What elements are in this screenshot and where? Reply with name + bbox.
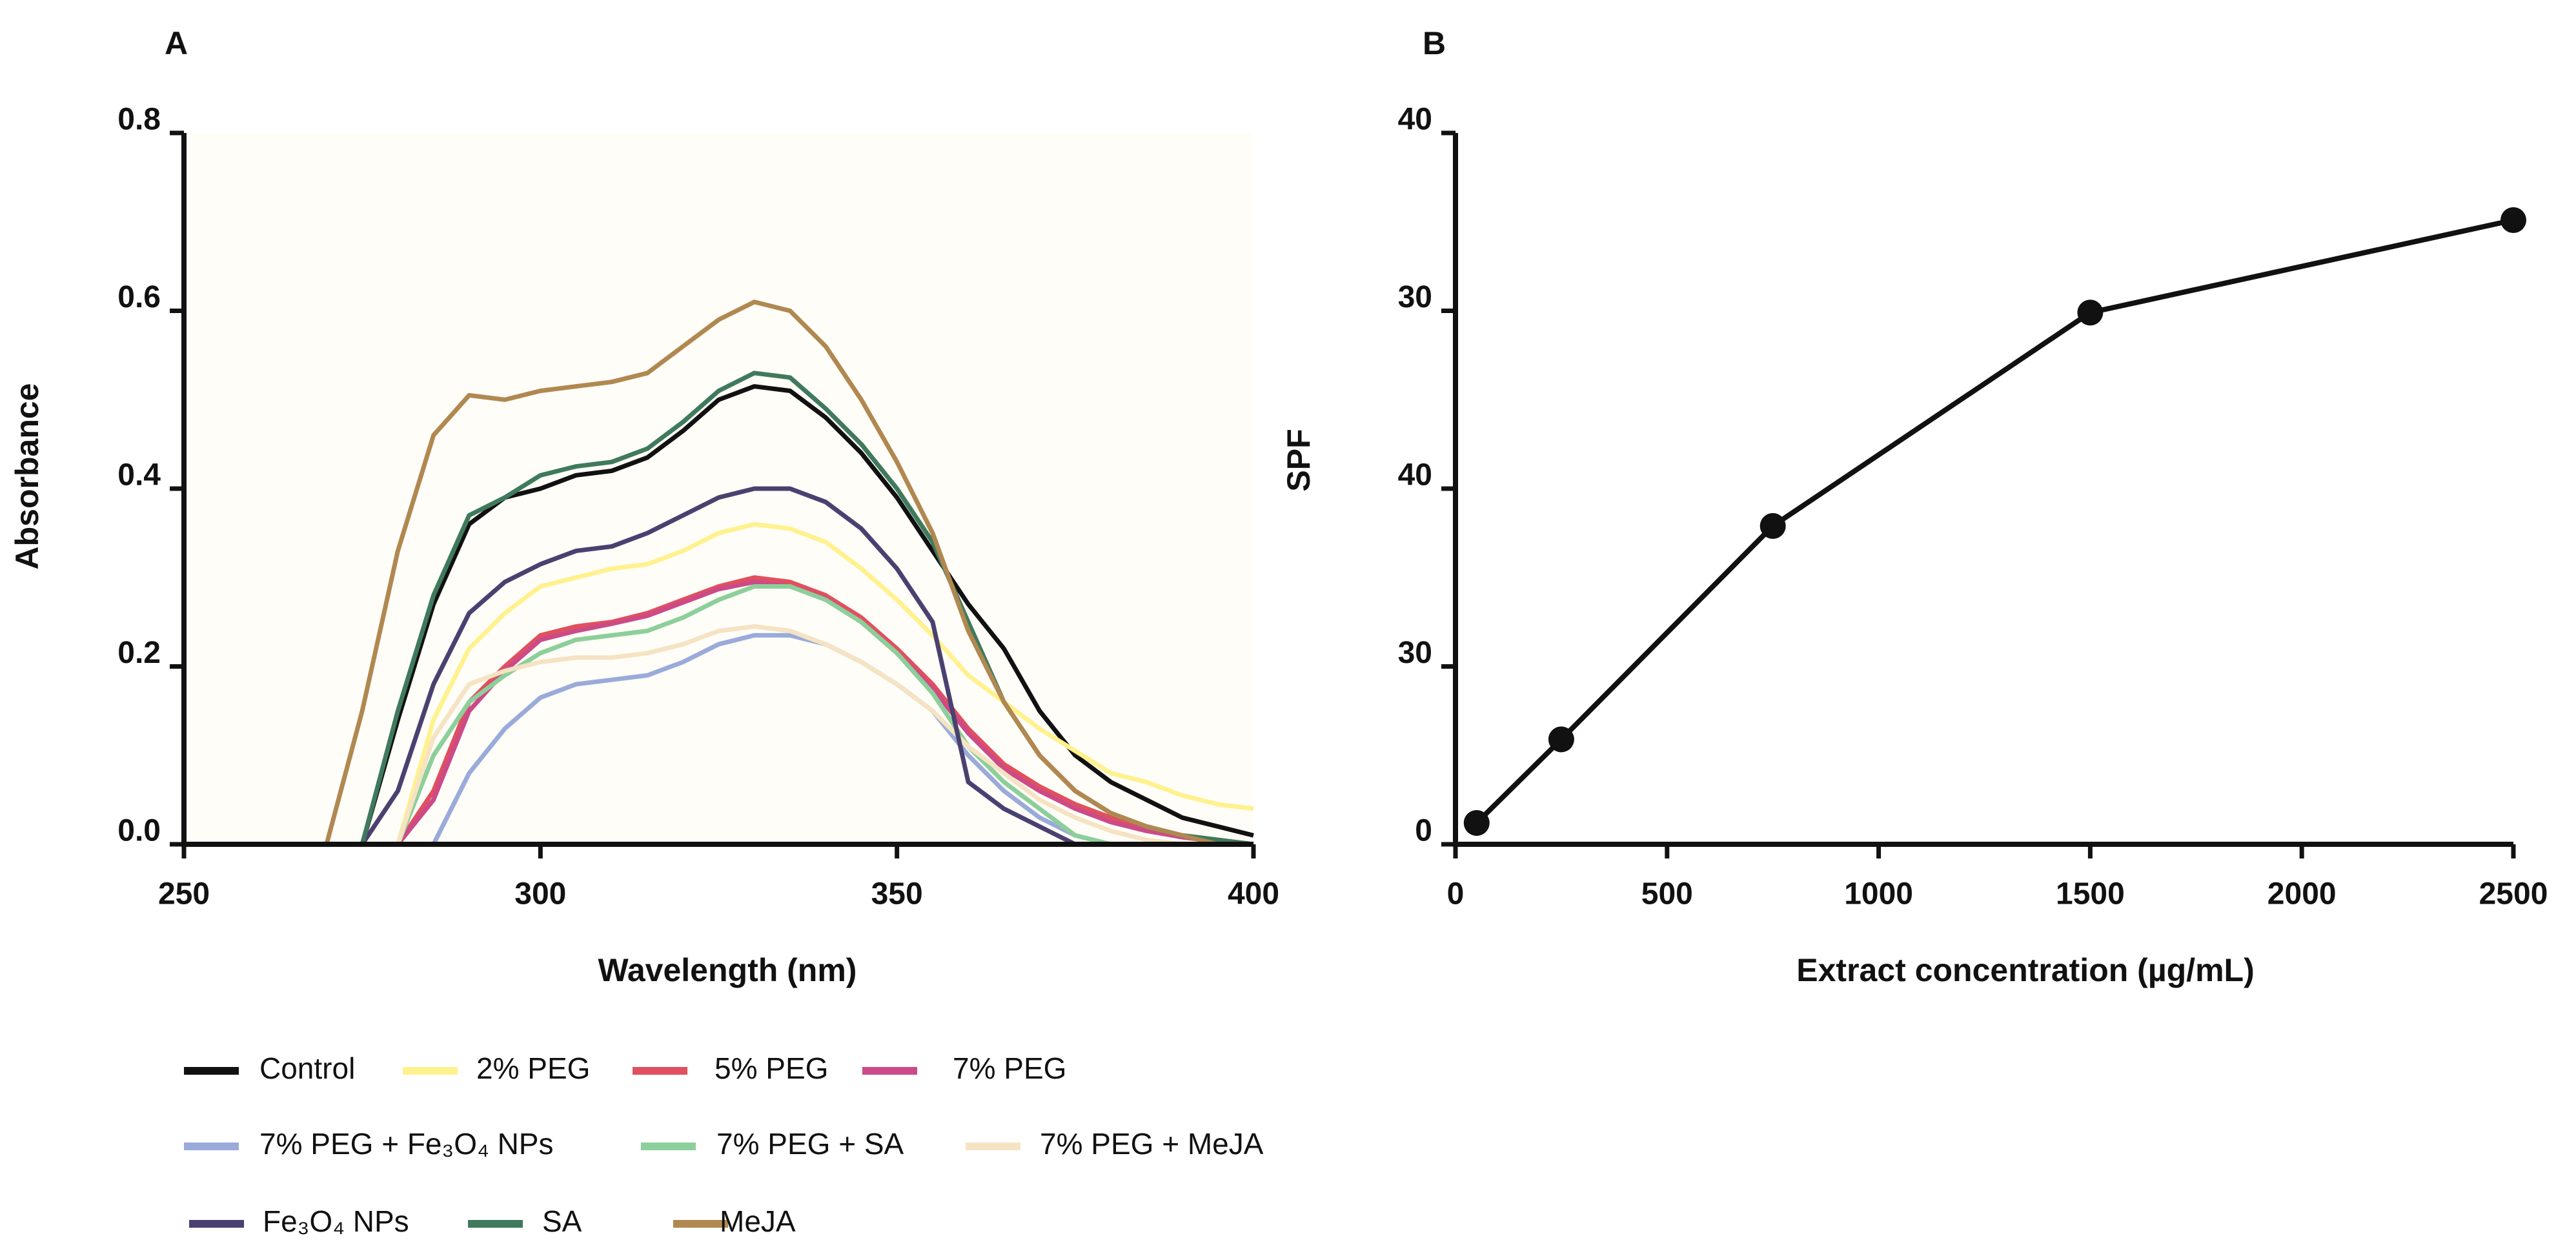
data-line: [326, 624, 1253, 847]
data-marker: [1548, 726, 1574, 753]
y-tick-label: 40: [1398, 103, 1432, 137]
data-marker: [1760, 513, 1786, 539]
x-tick-label: 2000: [2267, 877, 2337, 911]
y-tick-label: 30: [1398, 636, 1432, 670]
data-marker: [1463, 809, 1490, 836]
data-line: [326, 575, 1254, 847]
x-axis-title: Extract concentration (µg/mL): [1796, 952, 2254, 988]
legend-label: Fe₃O₄ NPs: [263, 1204, 409, 1238]
legend-label: 7% PEG + Fe₃O₄ NPs: [259, 1127, 554, 1161]
legend-label: 7% PEG + MeJA: [1040, 1127, 1264, 1161]
x-tick-label: 350: [871, 877, 923, 911]
plot-background: [184, 133, 1253, 844]
x-tick-label: 1500: [2056, 877, 2125, 911]
legend-label: 5% PEG: [715, 1051, 828, 1085]
x-axis-title: Wavelength (nm): [598, 952, 857, 988]
data-line: [326, 522, 1254, 847]
data-marker: [2077, 300, 2104, 326]
x-tick-label: 250: [158, 877, 210, 911]
y-axis-title: SPF: [1281, 429, 1317, 491]
data-marker: [2500, 207, 2526, 233]
legend-label: 2% PEG: [476, 1051, 590, 1085]
y-tick-label: 30: [1398, 280, 1432, 314]
legend-label: Control: [259, 1051, 355, 1085]
y-tick-label: 0.2: [117, 636, 161, 670]
x-tick-label: 1000: [1844, 877, 1913, 911]
y-tick-label: 0.6: [117, 280, 161, 314]
x-tick-label: 0: [1447, 877, 1465, 911]
legend-label: 7% PEG + SA: [716, 1127, 904, 1161]
data-line: [326, 384, 1254, 847]
legend-label: MeJA: [720, 1204, 796, 1238]
data-line: [324, 300, 1253, 847]
y-tick-label: 0.0: [117, 814, 161, 848]
x-tick-label: 400: [1228, 877, 1279, 911]
x-tick-label: 300: [514, 877, 566, 911]
data-line: [1474, 218, 2514, 825]
legend-label: 7% PEG: [953, 1051, 1066, 1085]
y-axis-title: Absorbance: [9, 383, 45, 570]
y-tick-label: 0: [1415, 814, 1432, 848]
x-tick-label: 2500: [2479, 877, 2548, 911]
panel-label: A: [165, 25, 188, 61]
panel-label: B: [1423, 25, 1446, 61]
y-tick-label: 0.4: [117, 458, 161, 492]
y-tick-label: 40: [1398, 458, 1432, 492]
x-tick-label: 500: [1641, 877, 1693, 911]
legend-label: SA: [542, 1204, 582, 1238]
y-tick-label: 0.8: [117, 103, 161, 137]
data-line: [326, 584, 1253, 847]
